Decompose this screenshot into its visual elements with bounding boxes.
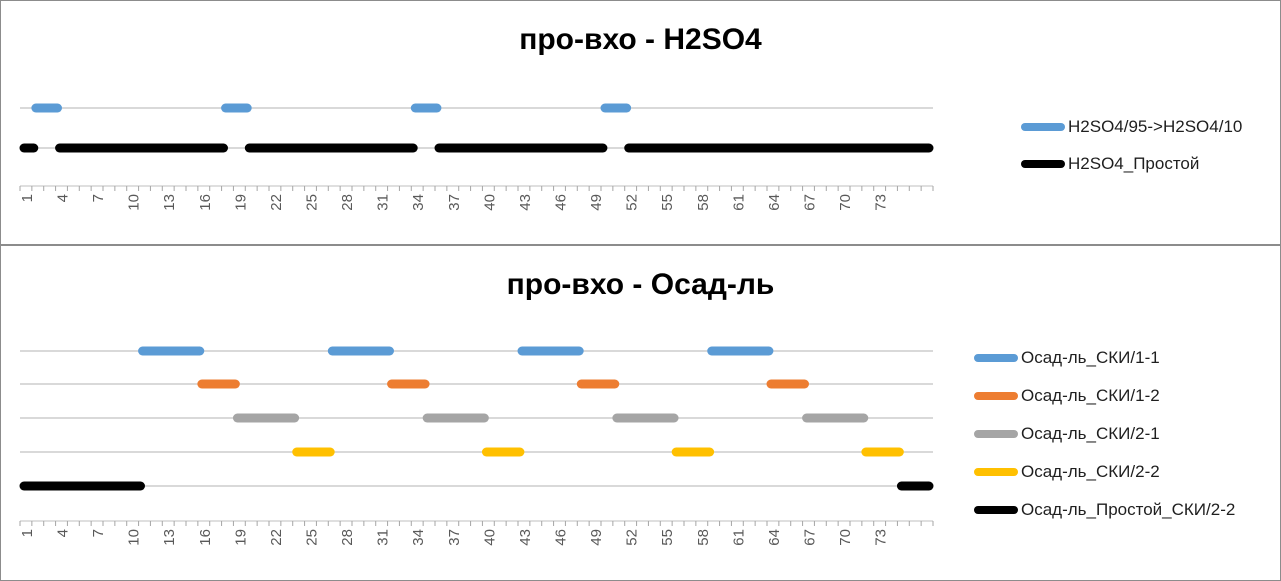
x-tick-label: 7 (90, 194, 107, 202)
x-tick-label: 70 (837, 529, 854, 546)
x-tick-label: 37 (446, 194, 463, 211)
x-tick-label: 58 (695, 194, 712, 211)
x-tick-label: 16 (197, 529, 214, 546)
x-tick-label: 28 (339, 529, 356, 546)
x-tick-label: 61 (730, 529, 747, 546)
x-tick-label: 55 (659, 194, 676, 211)
x-tick-label: 43 (517, 529, 534, 546)
x-tick-label: 70 (837, 194, 854, 211)
x-tick-label: 52 (624, 194, 641, 211)
x-tick-label: 52 (624, 529, 641, 546)
legend-swatch (1021, 123, 1065, 131)
legend-label: Осад-ль_СКИ/1-1 (1021, 348, 1160, 367)
x-tick-label: 31 (375, 529, 392, 546)
legend-swatch (974, 506, 1018, 514)
x-tick-label: 4 (55, 529, 72, 537)
x-tick-label: 58 (695, 529, 712, 546)
x-tick-label: 37 (446, 529, 463, 546)
legend-label: H2SO4/95->H2SO4/10 (1068, 117, 1243, 136)
legend-label: Осад-ль_Простой_СКИ/2-2 (1021, 500, 1236, 519)
x-tick-label: 64 (766, 529, 783, 546)
legend-swatch (974, 354, 1018, 362)
x-tick-label: 67 (802, 529, 819, 546)
x-tick-label: 73 (873, 529, 890, 546)
legend-swatch (974, 468, 1018, 476)
x-tick-label: 34 (410, 529, 427, 546)
x-tick-label: 40 (481, 194, 498, 211)
x-tick-label: 10 (126, 529, 143, 546)
x-tick-label: 10 (126, 194, 143, 211)
x-tick-label: 13 (161, 194, 178, 211)
x-tick-label: 49 (588, 529, 605, 546)
chart-title: про-вхо - H2SO4 (519, 23, 762, 56)
x-tick-label: 1 (19, 194, 36, 202)
chart-panel-osadl: про-вхо - Осад-ль 1 4 7 10 13 16 19 22 25 28 31 34 3… (0, 245, 1281, 581)
x-tick-label: 22 (268, 194, 285, 211)
x-tick-label: 1 (19, 529, 36, 537)
x-tick-label: 7 (90, 529, 107, 537)
x-tick-label: 46 (553, 194, 570, 211)
legend-swatch (1021, 160, 1065, 168)
x-tick-label: 43 (517, 194, 534, 211)
x-tick-label: 31 (375, 194, 392, 211)
x-tick-label: 22 (268, 529, 285, 546)
gantt-chart-h2so4: 1 4 7 10 13 16 19 22 25 28 31 34 37 40 43 46 49 52 55 58 61 6… (19, 103, 934, 211)
x-tick-label: 34 (410, 194, 427, 211)
x-tick-label: 16 (197, 194, 214, 211)
legend-label: Осад-ль_СКИ/2-1 (1021, 424, 1160, 443)
x-tick-label: 25 (304, 529, 321, 546)
x-tick-label: 4 (55, 194, 72, 202)
x-tick-label: 73 (873, 194, 890, 211)
x-tick-label: 64 (766, 194, 783, 211)
x-tick-label: 13 (161, 529, 178, 546)
legend-label: H2SO4_Простой (1068, 154, 1200, 173)
x-tick-label: 55 (659, 529, 676, 546)
legend-swatch (974, 392, 1018, 400)
x-tick-label: 46 (553, 529, 570, 546)
gantt-chart-osadl: 1 4 7 10 13 16 19 22 25 28 31 34 37 40 43 46 49 52 55 58 61 6… (19, 346, 934, 546)
x-tick-label: 49 (588, 194, 605, 211)
x-tick-label: 25 (304, 194, 321, 211)
chart-panel-h2so4: про-вхо - H2SO4 1 4 7 10 13 16 19 22 25 28 31 34 37 4… (0, 0, 1281, 245)
x-tick-label: 40 (481, 529, 498, 546)
chart-title: про-вхо - Осад-ль (506, 268, 775, 301)
x-tick-label: 61 (730, 194, 747, 211)
x-tick-label: 67 (802, 194, 819, 211)
x-tick-label: 19 (232, 529, 249, 546)
x-tick-label: 19 (232, 194, 249, 211)
legend-label: Осад-ль_СКИ/2-2 (1021, 462, 1160, 481)
x-tick-label: 28 (339, 194, 356, 211)
legend-swatch (974, 430, 1018, 438)
legend-label: Осад-ль_СКИ/1-2 (1021, 386, 1160, 405)
